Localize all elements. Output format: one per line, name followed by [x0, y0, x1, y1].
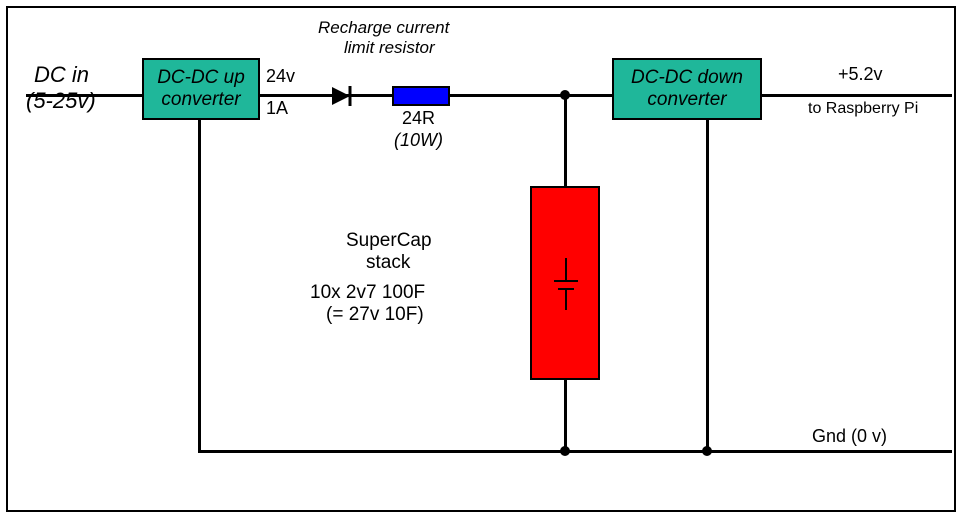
supercap-label2: stack	[366, 252, 410, 274]
output-voltage: +5.2v	[838, 64, 883, 85]
out-current-1a: 1A	[266, 98, 288, 119]
up-converter-line1: DC-DC up	[157, 67, 245, 89]
diagram-frame: DC-DC up converter DC-DC down converter …	[6, 6, 956, 512]
out-voltage-24v: 24v	[266, 66, 295, 87]
node	[702, 446, 712, 456]
wire-v-left	[198, 120, 201, 453]
output-dest: to Raspberry Pi	[808, 100, 918, 118]
resistor-caption1: Recharge current	[318, 18, 449, 38]
up-converter-line2: converter	[161, 89, 240, 111]
dc-in-label1: DC in	[34, 62, 89, 88]
wire-v-right	[706, 120, 709, 453]
supercap-label1: SuperCap	[346, 230, 432, 252]
node	[560, 90, 570, 100]
wire-v-cap-bot	[564, 380, 567, 453]
down-converter-box: DC-DC down converter	[612, 58, 762, 120]
wire-bottom	[198, 450, 952, 453]
diode-icon	[328, 85, 360, 107]
dc-in-label2: (5-25v)	[26, 88, 96, 114]
node	[560, 446, 570, 456]
supercap-label3: 10x 2v7 100F	[310, 282, 425, 304]
up-converter-box: DC-DC up converter	[142, 58, 260, 120]
wire-v-cap-top	[564, 94, 567, 186]
supercap-box	[530, 186, 600, 380]
supercap-label4: (= 27v 10F)	[326, 304, 424, 326]
wire-top-right	[762, 94, 952, 97]
down-converter-line1: DC-DC down	[631, 67, 743, 89]
gnd-label: Gnd (0 v)	[812, 426, 887, 447]
resistor-value: 24R	[402, 108, 435, 129]
cap-sym	[565, 288, 567, 310]
cap-sym	[565, 258, 567, 280]
resistor	[392, 86, 450, 106]
down-converter-line2: converter	[647, 89, 726, 111]
resistor-caption2: limit resistor	[344, 38, 435, 58]
cap-sym	[554, 280, 578, 282]
resistor-power: (10W)	[394, 130, 443, 151]
